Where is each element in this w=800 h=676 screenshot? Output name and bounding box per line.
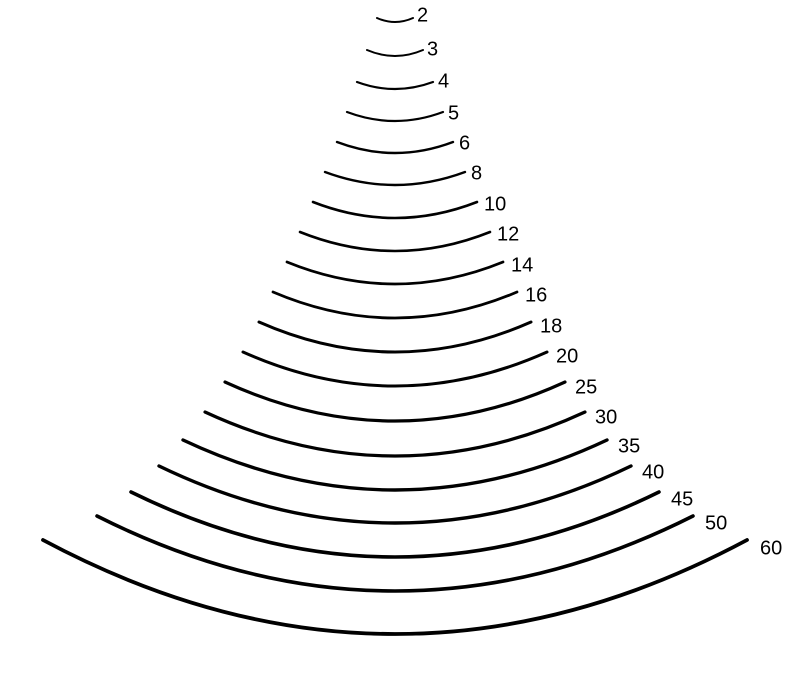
arc-18 bbox=[259, 322, 531, 352]
arc-label-4: 4 bbox=[438, 70, 449, 92]
arc-40 bbox=[159, 466, 631, 523]
arc-label-12: 12 bbox=[497, 223, 519, 245]
arc-25 bbox=[225, 382, 565, 421]
arc-label-45: 45 bbox=[671, 488, 693, 510]
arc-label-3: 3 bbox=[427, 38, 438, 60]
arc-3 bbox=[367, 50, 423, 56]
arc-label-50: 50 bbox=[705, 512, 727, 534]
arc-label-35: 35 bbox=[618, 435, 640, 457]
arc-label-18: 18 bbox=[540, 315, 562, 337]
arc-35 bbox=[183, 440, 607, 490]
gouge-sweep-diagram: 23456810121416182025303540455060 bbox=[0, 0, 800, 676]
arc-50 bbox=[97, 516, 693, 591]
arc-label-20: 20 bbox=[556, 345, 578, 367]
arc-label-6: 6 bbox=[459, 132, 470, 154]
arc-10 bbox=[313, 202, 477, 218]
arc-label-30: 30 bbox=[595, 406, 617, 428]
arc-4 bbox=[357, 82, 433, 89]
arc-label-10: 10 bbox=[484, 193, 506, 215]
arc-label-25: 25 bbox=[575, 376, 597, 398]
arc-label-8: 8 bbox=[471, 162, 482, 184]
arc-6 bbox=[337, 142, 453, 153]
arc-16 bbox=[273, 292, 517, 318]
arc-2 bbox=[377, 18, 413, 22]
arc-30 bbox=[205, 412, 585, 456]
arc-label-16: 16 bbox=[525, 284, 547, 306]
arc-8 bbox=[325, 172, 465, 185]
arc-5 bbox=[347, 112, 443, 121]
arc-60 bbox=[43, 540, 747, 634]
arc-label-60: 60 bbox=[760, 537, 782, 559]
arc-20 bbox=[243, 352, 547, 386]
arc-label-14: 14 bbox=[511, 254, 533, 276]
arc-14 bbox=[287, 262, 503, 284]
arc-label-5: 5 bbox=[448, 102, 459, 124]
arc-label-2: 2 bbox=[417, 4, 428, 26]
arc-label-40: 40 bbox=[642, 461, 664, 483]
arc-12 bbox=[300, 232, 490, 251]
arc-canvas: 23456810121416182025303540455060 bbox=[0, 0, 800, 676]
